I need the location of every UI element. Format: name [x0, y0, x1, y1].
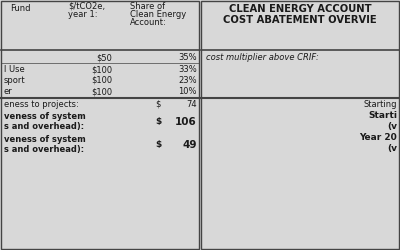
Text: $100: $100	[91, 65, 112, 74]
Text: year 1:: year 1:	[68, 10, 98, 19]
Text: CLEAN ENERGY ACCOUNT: CLEAN ENERGY ACCOUNT	[229, 4, 371, 14]
Text: (v: (v	[387, 144, 397, 153]
Text: Share of: Share of	[130, 2, 165, 11]
Bar	[201, 1, 399, 249]
Text: eness to projects:: eness to projects:	[4, 100, 79, 109]
Text: s and overhead):: s and overhead):	[4, 145, 84, 154]
Text: er: er	[4, 87, 13, 96]
Text: (v: (v	[387, 122, 397, 131]
Text: 106: 106	[175, 117, 197, 127]
Text: $: $	[155, 100, 160, 109]
Text: Account:: Account:	[130, 18, 167, 27]
Text: Starting: Starting	[364, 100, 397, 109]
Text: $50: $50	[96, 53, 112, 62]
Text: 35%: 35%	[178, 53, 197, 62]
Text: $100: $100	[91, 87, 112, 96]
Text: Clean Energy: Clean Energy	[130, 10, 186, 19]
Text: $: $	[155, 140, 161, 149]
Text: sport: sport	[4, 76, 26, 85]
Text: COST ABATEMENT OVERVIE: COST ABATEMENT OVERVIE	[223, 15, 377, 25]
Text: Starti: Starti	[368, 111, 397, 120]
Text: veness of system: veness of system	[4, 135, 86, 144]
Text: 74: 74	[186, 100, 197, 109]
Text: cost multiplier above CRIF:: cost multiplier above CRIF:	[206, 53, 319, 62]
Text: 23%: 23%	[178, 76, 197, 85]
Text: Year 20: Year 20	[359, 133, 397, 142]
Text: veness of system: veness of system	[4, 112, 86, 121]
Text: 33%: 33%	[178, 65, 197, 74]
Text: $100: $100	[91, 76, 112, 85]
Bar	[1, 1, 199, 249]
Text: 10%: 10%	[178, 87, 197, 96]
Text: $: $	[155, 117, 161, 126]
Text: $/tCO2e,: $/tCO2e,	[68, 2, 105, 11]
Text: Fund: Fund	[10, 4, 30, 13]
Text: l Use: l Use	[4, 65, 25, 74]
Text: 49: 49	[182, 140, 197, 150]
Text: s and overhead):: s and overhead):	[4, 122, 84, 131]
